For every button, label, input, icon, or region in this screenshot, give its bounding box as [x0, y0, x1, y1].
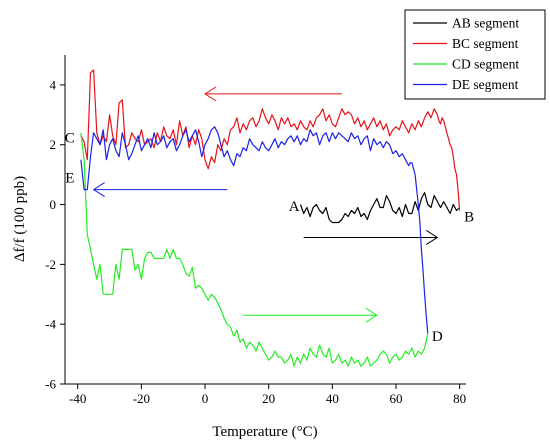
x-tick-label: 80 [453, 391, 466, 406]
series-layer [81, 70, 460, 366]
point-label-e: E [65, 171, 74, 187]
direction-arrows [94, 87, 438, 322]
legend-label-4: DE segment [452, 77, 519, 92]
point-label-d: D [432, 329, 443, 345]
series-line-3 [81, 133, 428, 366]
y-tick-label: 4 [50, 77, 57, 92]
point-label-b: B [464, 210, 474, 226]
x-tick-label: -40 [69, 391, 86, 406]
point-label-c: C [65, 130, 75, 146]
y-axis-title: Δf/f (100 ppb) [12, 176, 28, 262]
legend-label-2: BC segment [452, 36, 519, 51]
x-tick-label: 0 [202, 391, 209, 406]
x-tick-label: 60 [389, 391, 402, 406]
y-tick-label: 2 [50, 137, 57, 152]
legend-label-3: CD segment [452, 57, 519, 72]
y-tick-label: 0 [50, 197, 57, 212]
series-line-4 [81, 127, 428, 333]
y-tick-label: -2 [45, 257, 56, 272]
legend: AB segment BC segment CD segment DE segment [405, 10, 545, 99]
x-tick-label: 40 [326, 391, 339, 406]
series-line-1 [301, 193, 460, 223]
x-tick-label: 20 [262, 391, 275, 406]
y-tick-label: -6 [45, 377, 56, 392]
legend-label-1: AB segment [452, 16, 519, 31]
point-label-a: A [289, 199, 300, 215]
y-tick-label: -4 [45, 317, 56, 332]
plot-frame [65, 55, 466, 384]
x-axis-title: Temperature (°C) [212, 424, 317, 440]
x-tick-label: -20 [133, 391, 150, 406]
